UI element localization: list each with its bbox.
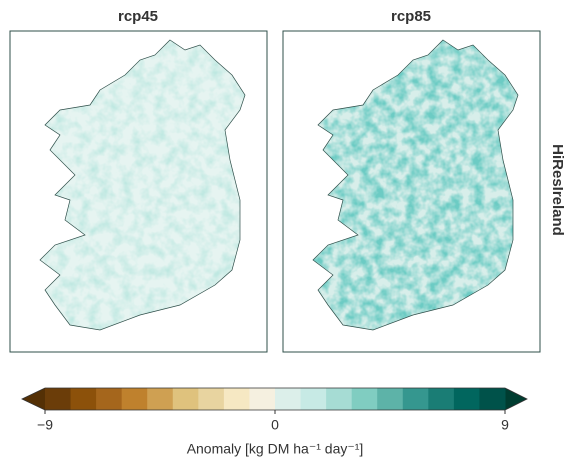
colorbar-segment [147, 388, 174, 410]
colorbar-tick-label: −9 [37, 417, 53, 433]
map [313, 40, 518, 330]
colorbar-tick-label: 9 [501, 417, 509, 433]
map-frame [282, 30, 541, 353]
colorbar-segment [198, 388, 225, 410]
colorbar-segment [70, 388, 97, 410]
colorbar-segment [300, 388, 327, 410]
colorbar-extend [505, 388, 527, 410]
colorbar-segment [453, 388, 480, 410]
colorbar-segment [172, 388, 199, 410]
colorbar-segment [351, 388, 378, 410]
colorbar-segment [326, 388, 353, 410]
panel: rcp85 [282, 8, 541, 353]
map [40, 40, 245, 330]
colorbar-segment [402, 388, 429, 410]
colorbar-label: Anomaly [kg DM ha⁻¹ day⁻¹] [187, 441, 364, 457]
colorbar-extend [22, 388, 45, 410]
map-frame [9, 30, 268, 353]
colorbar-segment [249, 388, 276, 410]
panel: rcp45 [9, 8, 268, 353]
panel-title: rcp45 [118, 8, 158, 25]
colorbar-segment [428, 388, 455, 410]
panel-title: rcp85 [391, 8, 431, 25]
colorbar-segment [479, 388, 506, 410]
colorbar-segment [45, 388, 72, 410]
colorbar-tick-label: 0 [271, 417, 279, 433]
colorbar-segment [377, 388, 404, 410]
colorbar-segment [223, 388, 250, 410]
row-label: HiResIreland [549, 144, 566, 236]
colorbar: −9 0 9 Anomaly [kg DM ha⁻¹ day⁻¹] [21, 387, 528, 457]
colorbar-segment [121, 388, 148, 410]
colorbar-segment [275, 388, 302, 410]
colorbar-segment [96, 388, 123, 410]
